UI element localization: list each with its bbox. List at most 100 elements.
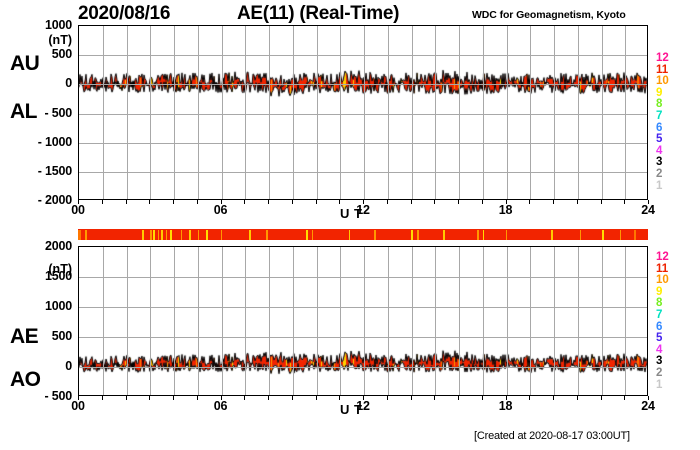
gridline-vertical [103, 26, 104, 199]
availability-segment [602, 230, 605, 240]
availability-segment [417, 230, 419, 240]
legend-item-1: 1 [656, 179, 663, 192]
y-tick-label: 2000 [44, 239, 72, 253]
gridline-vertical [245, 26, 246, 199]
x-axis-tick [173, 200, 174, 204]
y-tick-label: 1000 [44, 299, 72, 313]
availability-segment [197, 230, 200, 240]
gridline-vertical [293, 26, 294, 199]
availability-segment [153, 230, 155, 240]
gridline-vertical [483, 26, 484, 199]
legend-item-10: 10 [656, 274, 669, 287]
x-axis-tick [411, 200, 412, 204]
x-axis-tick [316, 396, 317, 400]
gridline-vertical [222, 26, 223, 199]
availability-segment [579, 230, 582, 240]
gridline-vertical [507, 26, 508, 199]
data-availability-bar [78, 229, 648, 240]
x-axis-tick [126, 396, 127, 400]
legend-item-2: 2 [656, 366, 663, 379]
availability-segment [311, 230, 314, 240]
availability-segment [374, 230, 377, 240]
legend-item-8: 8 [656, 297, 663, 310]
gridline-horizontal [79, 307, 647, 308]
gridline-vertical [150, 247, 151, 395]
legend-item-9: 9 [656, 86, 663, 99]
legend-item-3: 3 [656, 355, 663, 368]
gridline-vertical [578, 247, 579, 395]
x-axis-tick [458, 200, 459, 204]
legend-item-6: 6 [656, 320, 663, 333]
gridline-vertical [388, 26, 389, 199]
x-axis-tick [482, 200, 483, 204]
gridline-horizontal [79, 114, 647, 115]
legend-item-2: 2 [656, 167, 663, 180]
gridline-vertical [127, 247, 128, 395]
availability-segment [442, 230, 445, 240]
y-tick-label: 0 [65, 359, 72, 373]
x-tick-label: 00 [71, 203, 85, 217]
gridline-vertical [222, 247, 223, 395]
gridline-vertical [269, 247, 270, 395]
y-tick-label: - 1000 [37, 134, 72, 149]
gridline-vertical [483, 247, 484, 395]
plot-area-ae-ao [78, 246, 648, 396]
x-axis-tick [387, 396, 388, 400]
series-label-ae: AE [10, 325, 39, 348]
gridline-vertical [388, 247, 389, 395]
x-axis-tick [363, 396, 364, 400]
x-axis-tick [78, 396, 79, 400]
x-axis-tick [197, 200, 198, 204]
y-axis-unit-top: (nT) [48, 33, 72, 47]
x-axis-tick [553, 396, 554, 400]
availability-segment [249, 230, 251, 240]
gridline-vertical [103, 247, 104, 395]
x-tick-label: 00 [71, 399, 85, 413]
x-axis-tick [244, 396, 245, 400]
availability-segment [633, 230, 637, 240]
x-axis-label-top: U T [340, 206, 363, 221]
x-axis-tick [149, 200, 150, 204]
gridline-vertical [412, 26, 413, 199]
availability-segment [482, 230, 485, 240]
x-tick-label: 12 [356, 399, 370, 413]
legend-item-4: 4 [656, 144, 663, 157]
x-axis-tick [197, 396, 198, 400]
gridline-vertical [198, 247, 199, 395]
gridline-vertical [412, 247, 413, 395]
gridline-vertical [459, 26, 460, 199]
legend-item-6: 6 [656, 121, 663, 134]
x-axis-tick [339, 396, 340, 400]
x-axis-tick [78, 200, 79, 204]
x-axis-tick [292, 200, 293, 204]
availability-segment [266, 230, 268, 240]
series-label-al: AL [10, 100, 38, 123]
created-timestamp: [Created at 2020-08-17 03:00UT] [474, 430, 630, 442]
availability-segment [84, 230, 87, 240]
x-axis-tick [268, 200, 269, 204]
gridline-vertical [554, 26, 555, 199]
x-axis-tick [506, 396, 507, 400]
x-axis-tick [221, 396, 222, 400]
availability-segment [142, 230, 145, 240]
x-axis-tick [292, 396, 293, 400]
x-axis-tick [434, 200, 435, 204]
gridline-horizontal [79, 143, 647, 144]
availability-segment [619, 230, 622, 240]
gridline-vertical [530, 247, 531, 395]
legend-item-8: 8 [656, 98, 663, 111]
availability-segment [206, 230, 208, 240]
legend-bottom: 12 11 10 9 8 7 6 5 4 3 2 1 [656, 251, 676, 391]
x-axis-tick [434, 396, 435, 400]
header-date: 2020/08/16 [78, 3, 171, 24]
gridline-vertical [578, 26, 579, 199]
y-tick-label: 500 [51, 329, 72, 343]
x-axis-tick [244, 200, 245, 204]
legend-item-7: 7 [656, 109, 663, 122]
x-axis-tick [387, 200, 388, 204]
x-axis-label-bottom: U T [340, 402, 363, 417]
page-title: AE(11) (Real-Time) [237, 3, 400, 24]
x-axis-tick [529, 396, 530, 400]
x-axis-tick [411, 396, 412, 400]
x-axis-tick [173, 396, 174, 400]
